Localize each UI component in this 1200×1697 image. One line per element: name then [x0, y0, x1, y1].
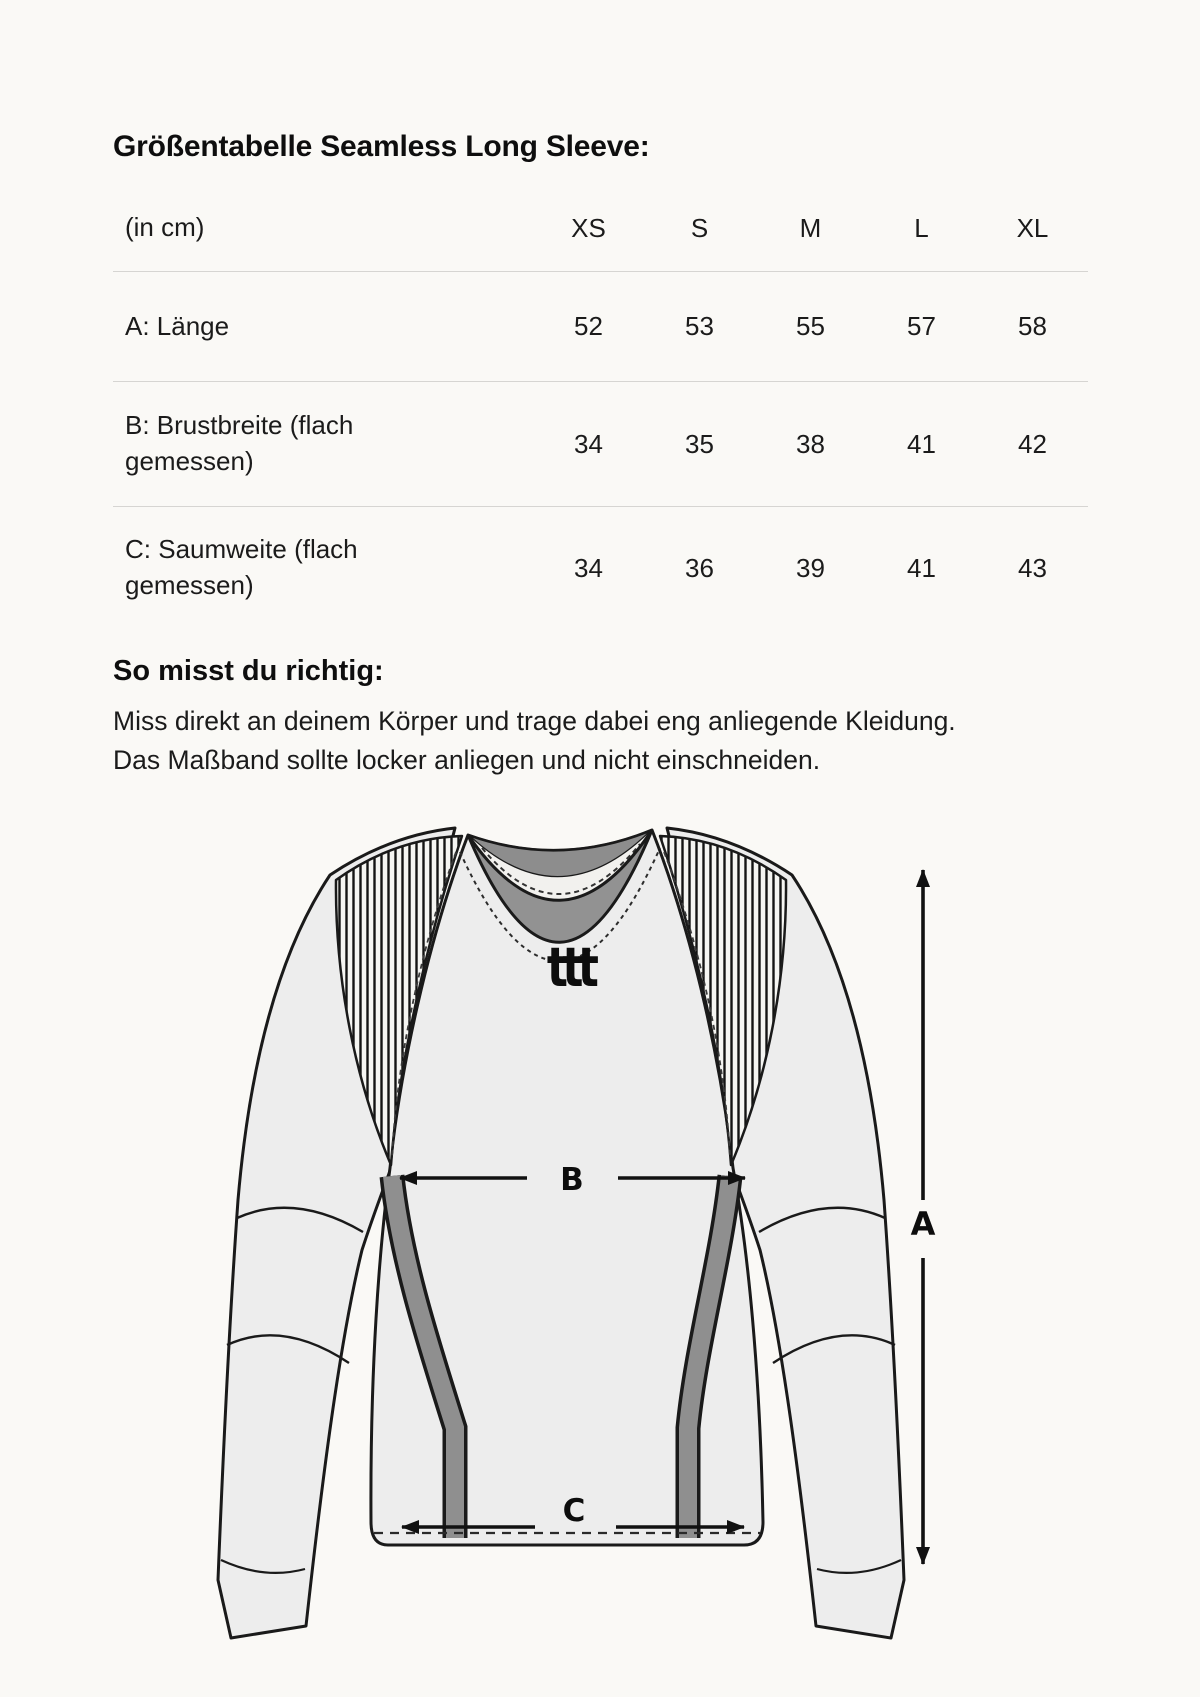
collar-outer-stitching — [459, 847, 661, 962]
row-label: A: Länge — [113, 271, 533, 382]
brand-logo-text: ttt — [547, 936, 598, 999]
left-elbow-patch — [226, 1206, 364, 1364]
size-cell: 58 — [977, 271, 1088, 382]
measuring-instructions: Miss direkt an deinem Körper und trage d… — [113, 702, 956, 780]
measure-c-label: C — [563, 1493, 586, 1529]
collar — [459, 828, 661, 962]
size-cell: 34 — [574, 552, 603, 583]
size-cell: 57 — [866, 271, 977, 382]
unit-label: (in cm) — [113, 185, 533, 272]
front-collar-band — [466, 829, 654, 944]
right-elbow-patch — [758, 1206, 896, 1364]
size-cell: 53 — [644, 271, 755, 382]
size-cell: 41 — [907, 552, 936, 583]
size-cell: 36 — [685, 552, 714, 583]
collar-inner-strip — [468, 830, 652, 901]
size-cell: 55 — [755, 271, 866, 382]
collar-inner-stitching — [481, 843, 641, 895]
left-cuff-seam — [220, 1559, 306, 1574]
row-label: B: Brustbreite (flach gemessen) — [113, 381, 533, 507]
measure-b-label: B — [560, 1162, 584, 1198]
instruction-line-2: Das Maßband sollte locker anliegen und n… — [113, 745, 821, 775]
size-cell: 41 — [866, 381, 977, 507]
shirt-illustration: ttt B C A — [216, 826, 936, 1640]
size-cell: 34 — [533, 381, 644, 507]
right-shoulder-stripe-panel — [658, 834, 788, 1167]
size-cell: 43 — [1018, 552, 1047, 583]
right-cuff-seam — [816, 1559, 902, 1574]
instruction-line-1: Miss direkt an deinem Körper und trage d… — [113, 706, 956, 736]
table-row-saumweite: C: Saumweite (flach gemessen) 34 36 39 4… — [113, 507, 1088, 630]
column-header-m: M — [755, 185, 866, 272]
shirt-diagram: ttt B C A — [0, 780, 1200, 1697]
measuring-heading: So misst du richtig: — [113, 655, 384, 687]
right-raglan-stitching — [663, 851, 731, 1159]
table-row-laenge: A: Länge 52 53 55 57 58 — [113, 271, 1088, 382]
column-header-xs: XS — [533, 185, 644, 272]
brand-logo: ttt — [547, 936, 604, 999]
column-header-l: L — [866, 185, 977, 272]
left-raglan-stitching — [391, 851, 457, 1159]
size-cell: 38 — [755, 381, 866, 507]
measure-a-label: A — [911, 1205, 936, 1243]
column-header-s: S — [644, 185, 755, 272]
table-header-row: (in cm) XS S M L XL — [113, 185, 1088, 272]
side-panels — [379, 1174, 743, 1538]
column-header-xl: XL — [977, 185, 1088, 272]
size-chart-table: (in cm) XS S M L XL A: Länge 52 53 55 57… — [113, 185, 1088, 629]
torso — [369, 828, 765, 1547]
row-label: C: Saumweite (flach gemessen) — [125, 534, 358, 600]
table-row-brustbreite: B: Brustbreite (flach gemessen) 34 35 38… — [113, 381, 1088, 507]
left-shoulder-stripe-panel — [334, 834, 464, 1167]
page-title: Größentabelle Seamless Long Sleeve: — [113, 130, 650, 163]
size-cell: 35 — [644, 381, 755, 507]
size-cell: 52 — [533, 271, 644, 382]
size-cell: 39 — [796, 552, 825, 583]
size-cell: 42 — [977, 381, 1088, 507]
